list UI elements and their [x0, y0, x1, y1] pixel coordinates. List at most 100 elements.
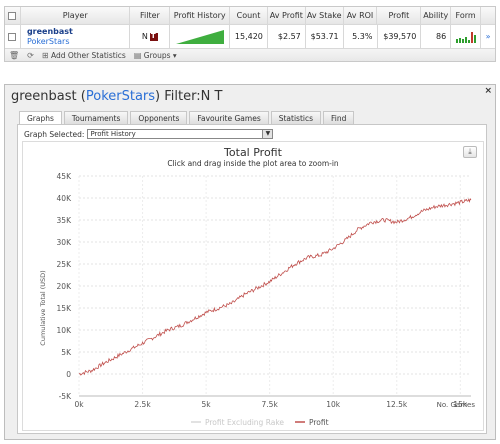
av-stake-value: $53.71 — [306, 25, 344, 48]
profit-series-line[interactable] — [78, 198, 472, 376]
header-ability[interactable]: Ability — [421, 7, 452, 24]
header-profit-history[interactable]: Profit History — [170, 7, 231, 24]
x-tick-label: 5k — [202, 400, 212, 409]
tab-graphs[interactable]: Graphs — [19, 111, 62, 124]
chart-grid — [78, 175, 471, 397]
x-tick-label: 7.5k — [262, 400, 279, 409]
close-icon[interactable]: × — [484, 86, 492, 96]
form-bar — [470, 31, 473, 43]
form-bars — [455, 31, 476, 43]
x-tick-label: 12.5k — [386, 400, 408, 409]
expand-icon[interactable]: » — [485, 32, 491, 41]
y-tick-label: 15K — [57, 304, 73, 313]
player-details-dialog: greenbast (PokerStars) Filter:N T × Grap… — [4, 84, 496, 440]
x-tick-label: 0k — [74, 400, 84, 409]
dialog-site-link[interactable]: PokerStars — [85, 89, 156, 104]
y-tick-label: 5K — [61, 348, 72, 357]
graphs-panel: Graph Selected: Profit History ▼ ⤓ Total… — [17, 124, 487, 434]
dialog-tabs: Graphs Tournaments Opponents Favourite G… — [19, 111, 355, 124]
expand-cell[interactable]: » — [481, 25, 495, 48]
header-profit[interactable]: Profit — [377, 7, 422, 24]
x-axis-label: No. Games — [437, 401, 476, 409]
chart-container[interactable]: ⤓ Total Profit Click and drag inside the… — [22, 141, 484, 431]
tab-favourite-games[interactable]: Favourite Games — [189, 111, 269, 124]
tournament-filter-icon — [149, 32, 158, 41]
chart-series — [78, 198, 472, 376]
player-name-link[interactable]: greenbast — [26, 26, 73, 36]
form-bar — [455, 38, 458, 43]
y-axis-ticks: -5K 0 5K 10K 15K 20K 25K 30K 35K 40K 45K — [57, 172, 73, 401]
y-tick-label: 20K — [57, 282, 73, 291]
av-profit-value: $2.57 — [268, 25, 306, 48]
player-site-link[interactable]: PokerStars — [26, 36, 70, 46]
groups-dropdown[interactable]: ▤ Groups ▾ — [133, 50, 177, 60]
player-cell[interactable]: greenbast PokerStars — [21, 25, 131, 48]
header-av-profit[interactable]: Av Profit — [268, 7, 306, 24]
header-form[interactable]: Form — [451, 7, 482, 24]
chevron-down-icon: ▾ — [172, 50, 177, 60]
header-filter[interactable]: Filter — [130, 7, 171, 24]
add-other-statistics-button[interactable]: ⊞ Add Other Statistics — [41, 50, 126, 60]
tab-tournaments[interactable]: Tournaments — [63, 111, 129, 124]
export-icon[interactable]: ⤓ — [463, 146, 477, 158]
delete-icon[interactable]: 🗑 — [9, 50, 20, 60]
graph-selected-label: Graph Selected: — [24, 129, 85, 139]
profit-history-cell[interactable] — [170, 25, 231, 48]
x-tick-label: 15k — [453, 400, 468, 409]
header-av-roi[interactable]: Av ROI — [344, 7, 378, 24]
form-bar — [461, 38, 464, 43]
chart-subtitle: Click and drag inside the plot area to z… — [167, 159, 339, 168]
header-player[interactable]: Player — [21, 7, 131, 24]
profit-history-sparkline[interactable] — [174, 29, 226, 45]
tab-statistics[interactable]: Statistics — [270, 111, 322, 124]
profit-value: $39,570 — [378, 25, 422, 48]
player-table: Player Filter Profit History Count Av Pr… — [4, 6, 496, 62]
y-tick-label: 45K — [57, 172, 73, 181]
header-checkbox-cell[interactable] — [5, 7, 21, 24]
table-toolbar: 🗑 ⟳ ⊞ Add Other Statistics ▤ Groups ▾ — [5, 49, 495, 61]
header-extra — [481, 7, 495, 24]
tab-opponents[interactable]: Opponents — [130, 111, 188, 124]
av-roi-value: 5.3% — [344, 25, 378, 48]
groups-icon: ▤ — [133, 50, 142, 60]
legend-profit-excluding-rake[interactable]: Profit Excluding Rake — [205, 418, 284, 427]
header-av-stake[interactable]: Av Stake — [306, 7, 344, 24]
x-axis-ticks: 0k 2.5k 5k 7.5k 10k 12.5k 15k — [74, 400, 467, 409]
form-cell — [451, 25, 482, 48]
y-tick-label: 35K — [57, 216, 73, 225]
form-bar — [464, 36, 467, 43]
dialog-filter-label: Filter:N T — [164, 89, 223, 104]
ability-value: 86 — [421, 25, 452, 48]
form-bar — [473, 35, 476, 43]
profit-chart[interactable]: Total Profit Click and drag inside the p… — [23, 142, 483, 430]
legend-profit[interactable]: Profit — [309, 418, 329, 427]
y-tick-label: 25K — [57, 260, 73, 269]
graph-select[interactable]: Profit History ▼ — [87, 129, 274, 139]
x-tick-label: 2.5k — [134, 400, 151, 409]
graph-selector: Graph Selected: Profit History ▼ — [24, 129, 274, 139]
table-row[interactable]: greenbast PokerStars N 15,420 $2.57 $53.… — [5, 25, 495, 49]
graph-select-value: Profit History — [90, 130, 136, 138]
count-value: 15,420 — [230, 25, 268, 48]
tab-find[interactable]: Find — [323, 111, 355, 124]
form-bar — [458, 37, 461, 43]
y-axis-label: Cumulative Total (USD) — [39, 270, 47, 345]
x-tick-label: 10k — [326, 400, 341, 409]
dialog-title: greenbast (PokerStars) Filter:N T — [11, 89, 223, 104]
form-bar — [467, 40, 470, 43]
add-stats-icon: ⊞ — [41, 50, 49, 60]
dialog-player-name: greenbast — [11, 89, 77, 104]
header-count[interactable]: Count — [230, 7, 268, 24]
chevron-down-icon[interactable]: ▼ — [262, 130, 273, 138]
filter-cell[interactable]: N — [130, 25, 171, 48]
y-tick-label: 40K — [57, 194, 73, 203]
table-header-row: Player Filter Profit History Count Av Pr… — [5, 7, 495, 25]
chart-legend: Profit Excluding Rake Profit — [191, 418, 329, 427]
select-all-checkbox[interactable] — [8, 11, 17, 20]
chart-title: Total Profit — [223, 146, 283, 159]
refresh-icon[interactable]: ⟳ — [27, 50, 34, 60]
row-checkbox-cell[interactable] — [5, 25, 21, 48]
y-tick-label: 10K — [57, 326, 73, 335]
row-checkbox[interactable] — [8, 32, 17, 41]
y-tick-label: 30K — [57, 238, 73, 247]
